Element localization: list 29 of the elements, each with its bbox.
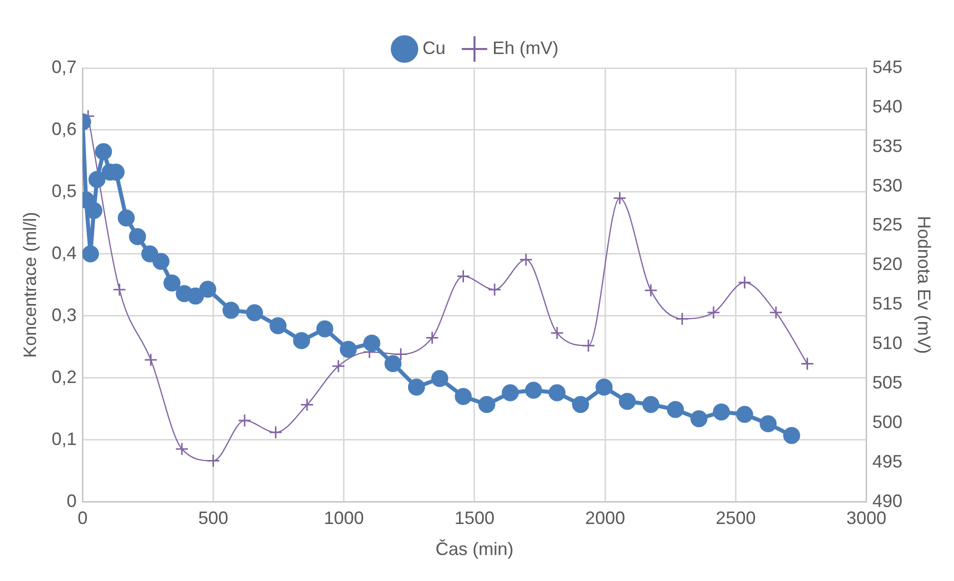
y2-tick-label: 510 — [872, 333, 902, 354]
y-tick-label: 0,5 — [52, 180, 77, 201]
y2-tick-label: 530 — [872, 175, 902, 196]
y2-axis-title: Hodnota Ev (mV) — [914, 216, 934, 354]
y-axis-title: Koncentrace (ml/l) — [20, 212, 40, 358]
legend-label: Eh (mV) — [492, 38, 559, 58]
y2-tick-label: 520 — [872, 254, 902, 274]
y2-tick-label: 500 — [872, 412, 902, 432]
y-tick-label: 0 — [66, 490, 77, 511]
y2-tick-label: 525 — [872, 214, 902, 235]
y2-tick-label: 515 — [872, 294, 902, 314]
y-tick-label: 0,2 — [52, 366, 77, 387]
y2-tick-label: 545 — [872, 56, 902, 77]
x-tick-label: 500 — [198, 508, 228, 528]
y2-tick-label: 495 — [872, 451, 902, 472]
legend-label: Cu — [422, 38, 446, 58]
x-tick-label: 1000 — [324, 508, 364, 528]
y2-tick-label: 535 — [872, 136, 902, 156]
x-tick-label: 2500 — [716, 508, 756, 528]
y-tick-label: 0,7 — [52, 56, 77, 77]
y2-tick-label: 505 — [872, 372, 902, 392]
y2-tick-label: 540 — [872, 96, 902, 116]
y-tick-label: 0,4 — [52, 242, 77, 263]
x-tick-label: 2000 — [585, 508, 626, 528]
y-tick-label: 0,3 — [52, 304, 77, 325]
y-tick-label: 0,1 — [52, 428, 77, 449]
y-tick-label: 0,6 — [52, 118, 77, 139]
x-tick-label: 1500 — [454, 508, 495, 528]
x-axis-title: Čas (min) — [435, 539, 514, 560]
